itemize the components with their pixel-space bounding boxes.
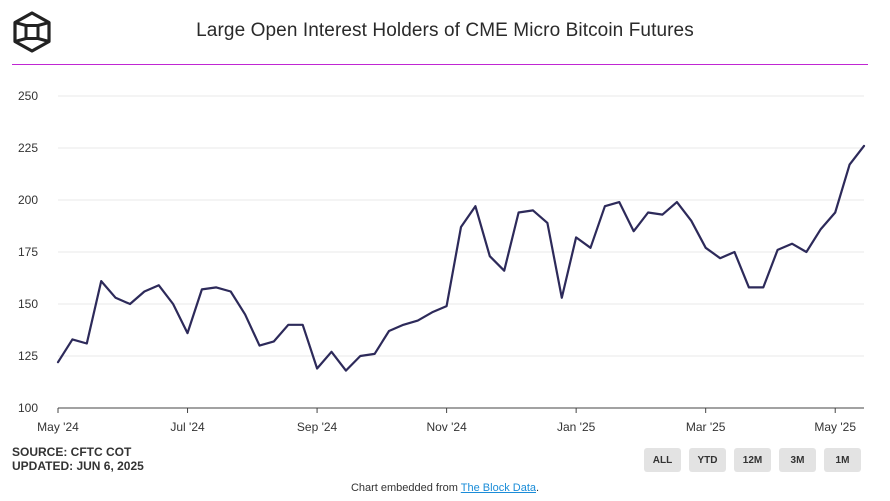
- data-point: [676, 201, 678, 203]
- data-point: [158, 284, 160, 286]
- chart-title: Large Open Interest Holders of CME Micro…: [196, 20, 694, 41]
- data-point: [474, 205, 476, 207]
- data-point: [402, 324, 404, 326]
- data-point: [604, 205, 606, 207]
- title-divider: [12, 64, 868, 65]
- y-tick-label: 225: [18, 141, 38, 155]
- data-point: [388, 330, 390, 332]
- data-point: [57, 361, 59, 363]
- data-point: [273, 340, 275, 342]
- range-button-3m[interactable]: 3M: [779, 448, 816, 472]
- x-tick-label: Nov '24: [426, 420, 467, 434]
- data-point: [71, 338, 73, 340]
- y-tick-label: 200: [18, 193, 38, 207]
- data-point: [143, 290, 145, 292]
- data-point: [532, 209, 534, 211]
- data-point: [345, 369, 347, 371]
- data-point: [302, 324, 304, 326]
- line-chart: 100 125 150 175 200 225 250 May '24 Jul '24 Sep '…: [18, 89, 866, 434]
- y-tick-label: 100: [18, 401, 38, 415]
- data-point: [446, 305, 448, 307]
- y-tick-label: 150: [18, 297, 38, 311]
- data-point: [863, 145, 865, 147]
- data-point: [86, 342, 88, 344]
- data-point: [546, 222, 548, 224]
- range-button-ytd[interactable]: YTD: [689, 448, 726, 472]
- data-point: [575, 236, 577, 238]
- data-point: [733, 251, 735, 253]
- data-point: [561, 297, 563, 299]
- data-point: [748, 286, 750, 288]
- data-point: [633, 230, 635, 232]
- footer-suffix: .: [536, 482, 540, 494]
- y-tick-label: 125: [18, 349, 38, 363]
- x-tick-label: Sep '24: [297, 420, 338, 434]
- data-point: [777, 249, 779, 251]
- y-tick-label: 175: [18, 245, 38, 259]
- the-block-logo-icon: [13, 11, 51, 53]
- source-line: SOURCE: CFTC COT: [12, 445, 132, 459]
- data-point: [820, 228, 822, 230]
- x-tick-label: May '25: [814, 420, 856, 434]
- data-point: [517, 211, 519, 213]
- embed-footer: Chart embedded from The Block Data.: [0, 482, 890, 494]
- data-point: [201, 288, 203, 290]
- x-tick-label: Mar '25: [686, 420, 726, 434]
- x-tick-label: Jul '24: [170, 420, 205, 434]
- data-point: [705, 247, 707, 249]
- series-line: [56, 144, 866, 372]
- data-point: [330, 351, 332, 353]
- data-point: [186, 332, 188, 334]
- updated-line: UPDATED: JUN 6, 2025: [12, 459, 144, 473]
- data-point: [359, 355, 361, 357]
- range-selector: ALL YTD 12M 3M 1M: [644, 448, 861, 472]
- footer-prefix: Chart embedded from: [350, 482, 461, 494]
- data-point: [589, 247, 591, 249]
- range-button-1m[interactable]: 1M: [824, 448, 861, 472]
- data-point: [374, 353, 376, 355]
- x-tick-label: May '24: [37, 420, 79, 434]
- data-point: [690, 220, 692, 222]
- x-tick-label: Jan '25: [557, 420, 596, 434]
- data-point: [503, 270, 505, 272]
- source-note: SOURCE: CFTC COT UPDATED: JUN 6, 2025: [12, 445, 144, 473]
- data-point: [431, 311, 433, 313]
- data-point: [661, 213, 663, 215]
- data-point: [172, 303, 174, 305]
- data-point: [849, 164, 851, 166]
- data-point: [100, 280, 102, 282]
- the-block-data-link[interactable]: The Block Data: [460, 482, 536, 494]
- data-point: [417, 320, 419, 322]
- data-point: [316, 367, 318, 369]
- data-point: [230, 290, 232, 292]
- data-point: [215, 286, 217, 288]
- data-point: [834, 211, 836, 213]
- data-point: [129, 303, 131, 305]
- data-point: [805, 251, 807, 253]
- data-point: [460, 226, 462, 228]
- range-button-all[interactable]: ALL: [644, 448, 681, 472]
- data-point: [791, 243, 793, 245]
- range-button-12m[interactable]: 12M: [734, 448, 771, 472]
- data-point: [719, 257, 721, 259]
- data-point: [258, 345, 260, 347]
- data-point: [244, 313, 246, 315]
- y-tick-label: 250: [18, 89, 38, 103]
- data-point: [618, 201, 620, 203]
- data-point: [287, 324, 289, 326]
- data-point: [114, 297, 116, 299]
- data-point: [762, 286, 764, 288]
- data-point: [489, 255, 491, 257]
- data-point: [647, 211, 649, 213]
